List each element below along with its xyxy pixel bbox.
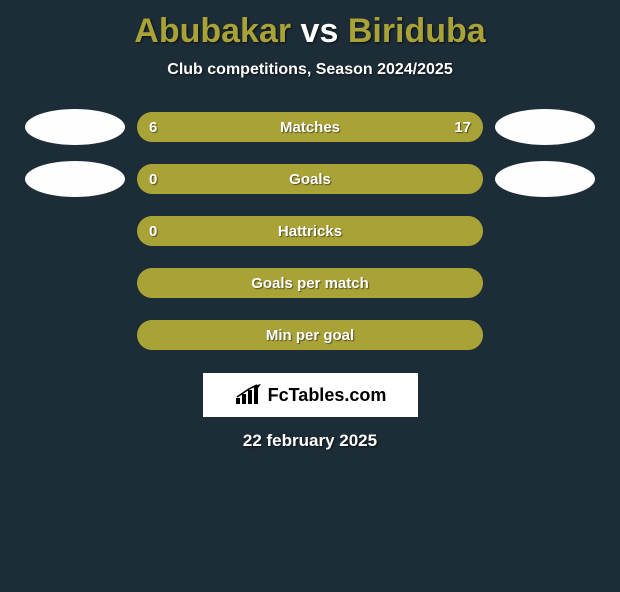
- stat-label: Matches: [137, 112, 483, 142]
- page-title: Abubakar vs Biriduba: [0, 12, 620, 51]
- stat-row: Hattricks0: [0, 213, 620, 249]
- stat-bar: Min per goal: [137, 320, 483, 350]
- stat-row: Goals per match: [0, 265, 620, 301]
- stats-rows: Matches617Goals0Hattricks0Goals per matc…: [0, 109, 620, 353]
- stat-label: Goals per match: [137, 268, 483, 298]
- stat-bar: Goals per match: [137, 268, 483, 298]
- stat-bar: Hattricks0: [137, 216, 483, 246]
- barchart-icon: [234, 384, 262, 406]
- stat-label: Min per goal: [137, 320, 483, 350]
- stat-row: Goals0: [0, 161, 620, 197]
- stat-bar: Matches6 17: [137, 112, 483, 142]
- stat-row: Matches6 17: [0, 109, 620, 145]
- player2-name: Biriduba: [348, 12, 486, 50]
- logo-text: FcTables.com: [268, 385, 387, 406]
- stat-bar: Goals0: [137, 164, 483, 194]
- logo-box: FcTables.com: [203, 373, 418, 417]
- stat-label: Hattricks: [137, 216, 483, 246]
- player1-photo: [25, 109, 125, 145]
- player1-photo: [25, 161, 125, 197]
- stat-row: Min per goal: [0, 317, 620, 353]
- date-text: 22 february 2025: [0, 431, 620, 451]
- player2-photo: [495, 109, 595, 145]
- player2-photo: [495, 161, 595, 197]
- vs-text: vs: [301, 12, 339, 50]
- stat-label: Goals: [137, 164, 483, 194]
- stat-left-value: 0: [149, 164, 157, 194]
- subtitle: Club competitions, Season 2024/2025: [0, 61, 620, 79]
- player1-name: Abubakar: [134, 12, 291, 50]
- stat-right-value: 17: [454, 112, 471, 142]
- stat-left-value: 6: [149, 112, 157, 142]
- stat-left-value: 0: [149, 216, 157, 246]
